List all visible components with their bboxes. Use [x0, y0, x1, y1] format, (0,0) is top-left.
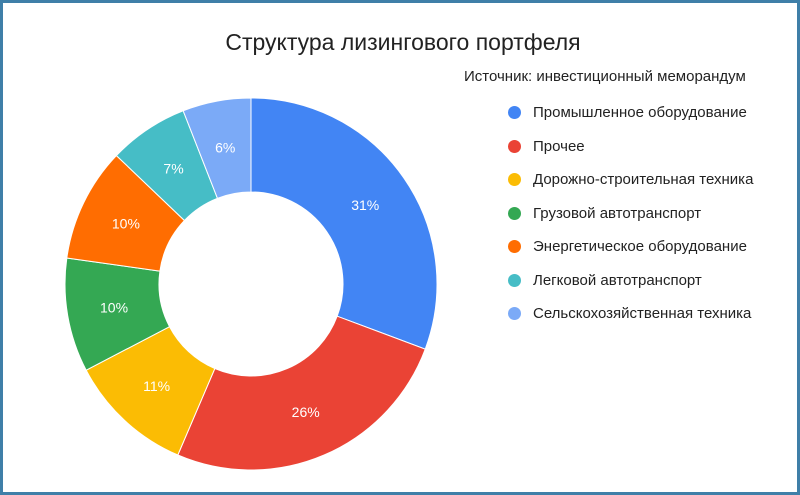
slice-label-3: 11% — [143, 378, 170, 394]
slice-1 — [250, 97, 438, 350]
legend-label-1: Промышленное оборудование — [533, 104, 747, 121]
legend-label-5: Энергетическое оборудование — [533, 238, 747, 255]
legend-swatch-7 — [508, 307, 521, 320]
legend-label-3: Дорожно-строительная техника — [533, 171, 754, 188]
legend-swatch-4 — [508, 206, 521, 220]
legend-label-7: Сельскохозяйственная техника — [533, 305, 752, 322]
slice-2 — [177, 315, 426, 471]
legend-swatch-1 — [508, 106, 521, 119]
legend-label-2: Прочее — [533, 137, 585, 155]
slice-label-7: 6% — [215, 139, 235, 155]
slice-label-4: 10% — [100, 300, 128, 316]
legend-label-4: Грузовой автотранспорт — [533, 204, 702, 222]
chart-subtitle: Источник: инвестиционный меморандум — [464, 68, 746, 85]
slice-label-1: 31% — [351, 197, 379, 213]
legend-swatch-5 — [508, 240, 521, 253]
chart-title: Структура лизингового портфеля — [225, 29, 581, 55]
slice-label-2: 26% — [292, 404, 320, 420]
legend-swatch-3 — [508, 173, 521, 186]
slice-label-5: 10% — [112, 215, 140, 231]
legend-swatch-2 — [508, 139, 521, 153]
legend-label-6: Легковой автотранспорт — [533, 271, 702, 289]
slice-7 — [182, 97, 252, 199]
legend-swatch-6 — [508, 273, 521, 287]
slice-label-6: 7% — [163, 161, 183, 177]
